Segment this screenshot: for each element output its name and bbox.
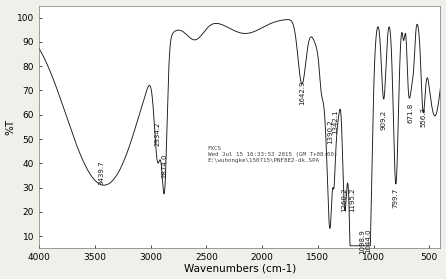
Text: 1642.9: 1642.9 bbox=[299, 81, 305, 105]
Text: 556.3: 556.3 bbox=[420, 107, 426, 128]
Text: 1390.2: 1390.2 bbox=[327, 120, 333, 144]
Text: 1044.0: 1044.0 bbox=[366, 229, 372, 253]
Text: 671.8: 671.8 bbox=[407, 103, 413, 123]
Text: 1260.2: 1260.2 bbox=[342, 187, 347, 212]
Text: 2934.2: 2934.2 bbox=[155, 122, 161, 146]
Text: 909.2: 909.2 bbox=[381, 110, 387, 130]
Text: 1342.1: 1342.1 bbox=[332, 110, 339, 134]
X-axis label: Wavenumbers (cm-1): Wavenumbers (cm-1) bbox=[184, 263, 296, 273]
Text: 1098.9: 1098.9 bbox=[359, 229, 366, 254]
Y-axis label: %T: %T bbox=[5, 119, 16, 135]
Text: FXCS
Wed Jul 15 16:33:53 2015 (GM T+08:00)
E:\wuhongke\150715\PNF8E2-dk.SPA: FXCS Wed Jul 15 16:33:53 2015 (GM T+08:0… bbox=[208, 146, 337, 163]
Text: 3439.7: 3439.7 bbox=[99, 161, 104, 186]
Text: 799.7: 799.7 bbox=[393, 187, 399, 208]
Text: 1195.2: 1195.2 bbox=[349, 187, 355, 212]
Text: 2874.0: 2874.0 bbox=[161, 153, 168, 178]
